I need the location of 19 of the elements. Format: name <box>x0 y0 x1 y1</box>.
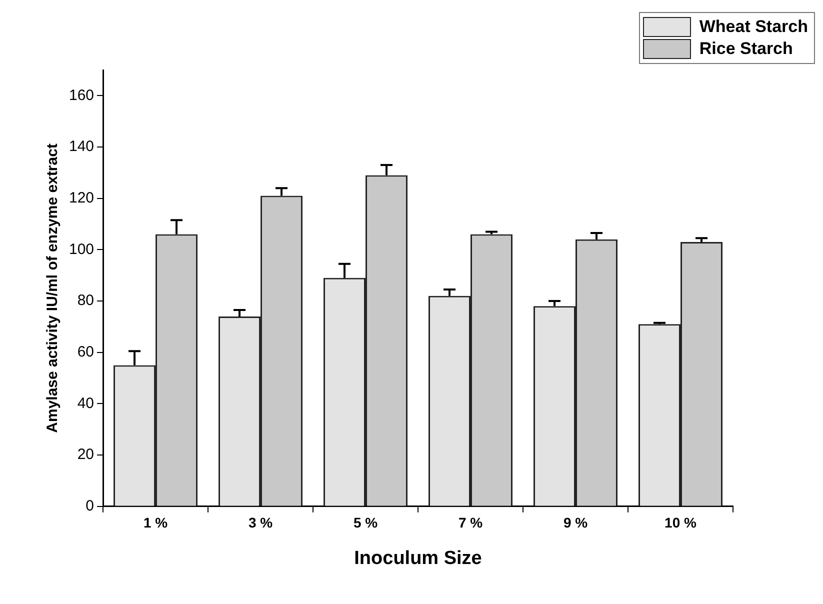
x-axis-title: Inoculum Size <box>354 548 482 569</box>
x-tick-label: 10 % <box>664 514 698 531</box>
y-tick-label: 0 <box>86 498 94 515</box>
y-tick-label: 40 <box>77 394 94 412</box>
y-tick-label: 100 <box>68 240 94 258</box>
y-axis-title: Amylase activity IU/ml of enzyme extract <box>44 144 62 433</box>
legend-label: Rice Starch <box>699 39 793 59</box>
x-tick-label: 7 % <box>458 514 484 531</box>
y-tick-label: 60 <box>77 344 94 361</box>
y-tick-label: 20 <box>77 446 94 464</box>
x-tick-label: 9 % <box>563 514 588 531</box>
y-tick-label: 120 <box>68 189 94 206</box>
x-tick-label: 5 % <box>353 514 378 531</box>
y-tick-label: 160 <box>68 86 94 104</box>
x-tick-label: 1 % <box>143 514 168 531</box>
legend-label: Wheat Starch <box>699 17 808 37</box>
y-tick-label: 140 <box>68 138 94 156</box>
y-tick-label: 80 <box>77 292 94 310</box>
x-tick-label: 3 % <box>248 514 274 531</box>
